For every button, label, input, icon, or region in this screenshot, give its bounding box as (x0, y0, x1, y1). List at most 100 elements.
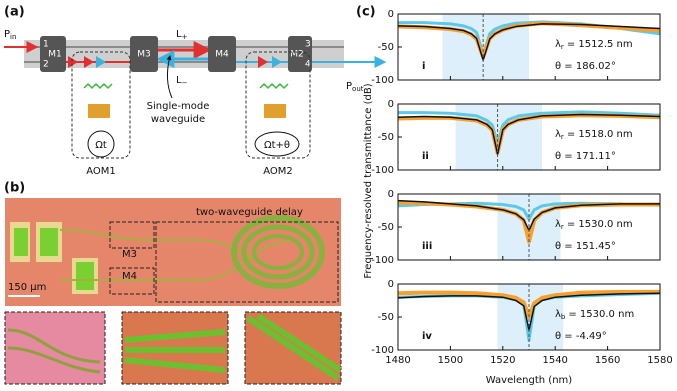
x-tick-label: 1560 (595, 355, 620, 366)
port-label: 3 (305, 40, 311, 50)
source (87, 130, 115, 158)
phase-label: Ωt+θ (264, 140, 290, 151)
x-tick-label: 1500 (438, 355, 463, 366)
delay-box (155, 221, 339, 303)
annotation-part: = 1512.5 nm (567, 39, 633, 50)
delay-spiral (231, 215, 325, 289)
mirror-label: M4 (122, 271, 137, 282)
annotation-part: λ (555, 219, 561, 230)
phase-annotation: θ = 186.02° (555, 61, 616, 72)
y-tick-label: 0 (388, 279, 394, 290)
inset-waveguide (7, 328, 101, 374)
panel-index: iii (422, 241, 432, 252)
mirror (288, 36, 312, 72)
delay-spiral (241, 224, 315, 280)
acoustic-wave (259, 82, 289, 90)
transducer (88, 104, 110, 118)
pad (76, 262, 94, 290)
y-tick-label: -100 (371, 75, 394, 86)
x-axis-label: Wavelength (nm) (486, 375, 572, 386)
pointer (166, 55, 173, 99)
mirror-box (109, 267, 155, 295)
wavelength-annotation: λr = 1530.0 nm (555, 219, 633, 231)
wavelength-annotation: λr = 1518.0 nm (555, 129, 633, 141)
panel-index: ii (422, 151, 429, 162)
y-tick-label: -100 (371, 255, 394, 266)
acoustic-wave (83, 82, 113, 90)
inset-waveguide (124, 329, 226, 373)
y-axis-label: Frequency-resolved transmittance (dB) (363, 83, 374, 278)
port-label: 2 (43, 60, 49, 70)
panel-index: iv (422, 331, 432, 342)
scale-label: 150 µm (8, 282, 46, 293)
annotation: Single-mode (147, 101, 210, 112)
tone (68, 56, 78, 68)
y-tick-label: 0 (388, 99, 394, 110)
y-tick-label: -100 (371, 165, 394, 176)
y-tick-label: -50 (378, 312, 394, 323)
tone (84, 56, 94, 68)
series-line (398, 292, 660, 331)
mirror-label: M2 (290, 50, 304, 60)
series-line (398, 199, 660, 232)
panel-label: (a) (4, 5, 25, 20)
phase-label: Ωt (95, 140, 107, 151)
wavelength-annotation: λr = 1512.5 nm (555, 39, 633, 51)
phase-annotation: θ = -4.49° (555, 331, 607, 342)
annotation-part: = 1530.0 nm (568, 309, 634, 320)
plot-area (398, 289, 660, 342)
annotation-part: b (561, 313, 566, 321)
annotation-part: r (561, 223, 564, 231)
wavelength-annotation: λb = 1530.0 nm (555, 309, 634, 321)
l-plus: L+ (176, 29, 188, 41)
phase-annotation: θ = 151.45° (555, 241, 616, 252)
aom-label: AOM2 (263, 166, 293, 177)
tone (258, 56, 268, 68)
input-label: Pin (4, 29, 16, 41)
phase-annotation: θ = 171.11° (555, 151, 616, 162)
plot-area (398, 199, 660, 244)
transducer (264, 104, 286, 118)
l-minus: L− (176, 75, 188, 87)
panel-index: i (422, 61, 425, 72)
aom-box (71, 51, 131, 159)
pad (40, 228, 58, 256)
source (254, 131, 300, 157)
aom-box (245, 51, 311, 159)
x-tick-label: 1540 (542, 355, 567, 366)
tone (272, 56, 282, 68)
annotation-part: λ (555, 309, 561, 320)
mirror (40, 36, 66, 72)
tone (96, 56, 106, 68)
mirror-label: M1 (48, 50, 62, 60)
y-tick-label: 0 (388, 189, 394, 200)
mirror-label: M3 (122, 249, 137, 260)
mirror (208, 36, 236, 72)
mirror (130, 36, 158, 72)
y-tick-label: -50 (378, 42, 394, 53)
series-line (398, 23, 660, 61)
y-tick-label: -100 (371, 345, 394, 356)
plot-area (398, 110, 660, 155)
micrograph-title: two-waveguide delay (196, 207, 303, 218)
annotation-part: λ (555, 39, 561, 50)
x-tick-label: 1480 (385, 355, 410, 366)
series-line (398, 113, 660, 155)
mirror-label: M4 (215, 50, 229, 60)
y-tick-label: 0 (388, 9, 394, 20)
annotation-part: r (561, 43, 564, 51)
mirror-box (109, 221, 155, 249)
y-tick-label: -50 (378, 132, 394, 143)
aom-label: AOM1 (86, 166, 116, 177)
annotation: waveguide (151, 114, 205, 125)
annotation-part: = 1518.0 nm (567, 129, 633, 140)
annotation-part: λ (555, 129, 561, 140)
panel-label: (b) (4, 181, 25, 196)
annotation-part: r (561, 133, 564, 141)
x-tick-label: 1520 (490, 355, 515, 366)
mirror-label: M3 (137, 50, 151, 60)
panel-label: (c) (356, 5, 376, 20)
port-label: 4 (305, 60, 311, 70)
